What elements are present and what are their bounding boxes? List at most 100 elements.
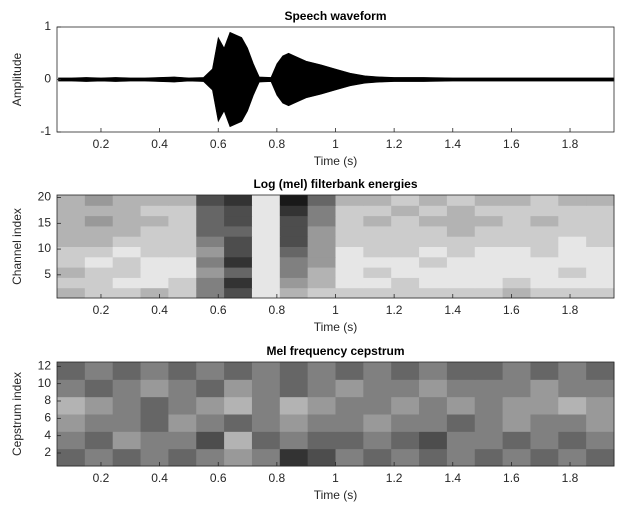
heatmap-cell	[57, 287, 86, 299]
heatmap-cell	[196, 362, 225, 380]
x-axis-label: Time (s)	[314, 488, 358, 502]
heatmap-cell	[279, 225, 309, 237]
heatmap-cell	[363, 431, 392, 450]
heatmap-cell	[196, 448, 225, 467]
heatmap-cell	[57, 267, 86, 278]
heatmap-cell	[84, 362, 114, 380]
heatmap-cell	[307, 225, 336, 237]
x-tick-label: 1.8	[562, 471, 579, 485]
x-tick-label: 1.4	[444, 303, 461, 317]
heatmap-cell	[530, 414, 559, 432]
waveform-upper	[58, 31, 615, 80]
x-tick-label: 0.2	[93, 303, 110, 317]
heatmap-cell	[251, 379, 281, 398]
heatmap-cell	[140, 287, 169, 299]
heatmap-cell	[224, 277, 253, 289]
heatmap-cell	[474, 277, 504, 289]
heatmap-cell	[84, 205, 114, 217]
heatmap-cell	[57, 195, 86, 206]
heatmap-cell	[446, 205, 476, 217]
heatmap-cell	[224, 448, 253, 467]
heatmap-cell	[530, 448, 559, 467]
heatmap-cell	[140, 267, 169, 278]
heatmap-cell	[586, 362, 615, 380]
heatmap-cell	[391, 246, 420, 258]
heatmap-cell	[363, 215, 392, 227]
heatmap-cell	[168, 287, 197, 299]
heatmap-cell	[335, 195, 364, 206]
x-tick-label: 1.4	[444, 137, 461, 151]
heatmap-cell	[279, 414, 309, 432]
heatmap-cell	[307, 431, 336, 450]
heatmap-cell	[196, 277, 225, 289]
x-tick-label: 1.2	[386, 303, 403, 317]
heatmap-cell	[391, 287, 420, 299]
heatmap-cell	[419, 205, 448, 217]
heatmap-cell	[335, 267, 364, 278]
heatmap-cell	[84, 431, 114, 450]
heatmap-cell	[391, 215, 420, 227]
heatmap-cell	[419, 236, 448, 247]
heatmap-cell	[140, 379, 169, 398]
heatmap-cell	[57, 225, 86, 237]
heatmap-cell	[196, 246, 225, 258]
heatmap-cell	[530, 215, 559, 227]
heatmap-cell	[474, 287, 504, 299]
heatmap-cell	[112, 215, 142, 227]
heatmap-cell	[84, 287, 114, 299]
heatmap-cell	[474, 195, 504, 206]
heatmap-cell	[530, 287, 559, 299]
heatmap-cell	[279, 277, 309, 289]
heatmap-cell	[307, 236, 336, 247]
heatmap-cell	[196, 414, 225, 432]
heatmap-cell	[224, 236, 253, 247]
heatmap-cell	[84, 396, 114, 415]
heatmap-cell	[168, 267, 197, 278]
heatmap-cell	[140, 225, 169, 237]
heatmap-cell	[196, 267, 225, 278]
heatmap-cell	[530, 256, 559, 268]
heatmap-cell	[474, 448, 504, 467]
x-tick-label: 0.4	[151, 137, 168, 151]
heatmap-cell	[279, 267, 309, 278]
heatmap-cell	[84, 414, 114, 432]
heatmap-cell	[168, 225, 197, 237]
heatmap-cell	[530, 195, 559, 206]
heatmap-cell	[502, 215, 531, 227]
heatmap-cell	[335, 431, 364, 450]
heatmap-cell	[558, 246, 587, 258]
heatmap-cell	[168, 362, 197, 380]
heatmap-cell	[446, 215, 476, 227]
heatmap-cell	[307, 396, 336, 415]
heatmap-cell	[307, 379, 336, 398]
heatmap-cell	[586, 256, 615, 268]
heatmap-cell	[586, 396, 615, 415]
heatmap-cell	[502, 414, 531, 432]
heatmap-cell	[363, 448, 392, 467]
x-axis-label: Time (s)	[314, 320, 358, 334]
heatmap-cell	[84, 379, 114, 398]
heatmap-cell	[558, 431, 587, 450]
heatmap-cell	[558, 215, 587, 227]
heatmap-cell	[279, 379, 309, 398]
heatmap-cell	[140, 195, 169, 206]
heatmap-cell	[391, 236, 420, 247]
heatmap-cell	[84, 256, 114, 268]
y-tick-label: 10	[38, 376, 52, 390]
heatmap-cell	[558, 256, 587, 268]
heatmap-cell	[140, 205, 169, 217]
heatmap-cell	[84, 225, 114, 237]
heatmap-cell	[224, 414, 253, 432]
y-axis-label: Cepstrum index	[10, 372, 24, 456]
x-tick-label: 0.8	[269, 137, 286, 151]
heatmap-cell	[586, 215, 615, 227]
heatmap-cell	[530, 225, 559, 237]
heatmap-cell	[168, 448, 197, 467]
heatmap-cell	[530, 396, 559, 415]
heatmap-cell	[168, 195, 197, 206]
heatmap-cell	[446, 396, 476, 415]
heatmap-cell	[335, 277, 364, 289]
heatmap-cell	[391, 396, 420, 415]
heatmap-cell	[335, 215, 364, 227]
